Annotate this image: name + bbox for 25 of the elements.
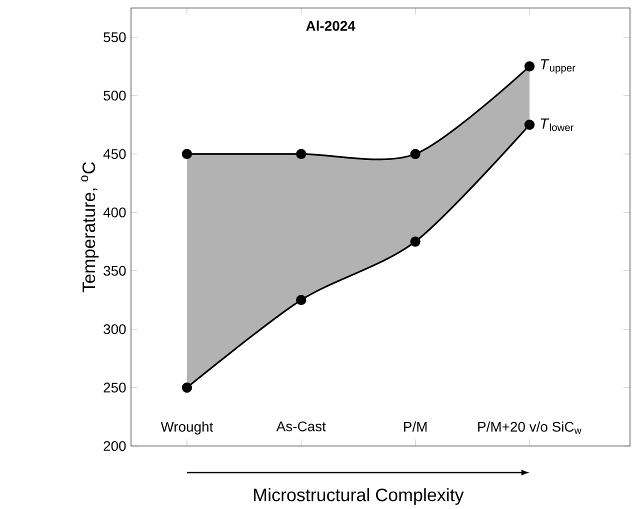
- series-label: T$_{lower}$: [540, 118, 574, 131]
- x-axis-title: Microstructural Complexity: [254, 488, 464, 505]
- y-tick-label: 400: [103, 207, 126, 218]
- y-tick-label: 500: [104, 90, 126, 100]
- point: [296, 294, 306, 305]
- point: [296, 148, 306, 159]
- y-tick-label: 200: [104, 440, 126, 451]
- point: [524, 61, 535, 72]
- y-tick-label: 250: [104, 382, 126, 392]
- x-tick-label: P/M+20 v/o SiC$_{w}$: [478, 421, 582, 434]
- point: [182, 148, 192, 159]
- y-axis-title: Temperature, $^{o}$C: [81, 162, 99, 292]
- y-tick-label: 550: [104, 32, 126, 42]
- point: [182, 382, 192, 393]
- x-tick-label: Wrought: [160, 421, 214, 434]
- series-label: T$_{upper}$: [540, 59, 576, 74]
- point: [410, 236, 420, 247]
- point: [524, 120, 535, 130]
- point: [410, 148, 420, 159]
- y-tick-label: 300: [104, 324, 126, 334]
- x-tick-label: P/M: [404, 421, 427, 432]
- y-tick-label: 450: [103, 148, 126, 159]
- x-tick-label: As-Cast: [276, 421, 326, 432]
- text: Al-2024: [306, 20, 356, 31]
- y-tick-label: 350: [104, 266, 126, 276]
